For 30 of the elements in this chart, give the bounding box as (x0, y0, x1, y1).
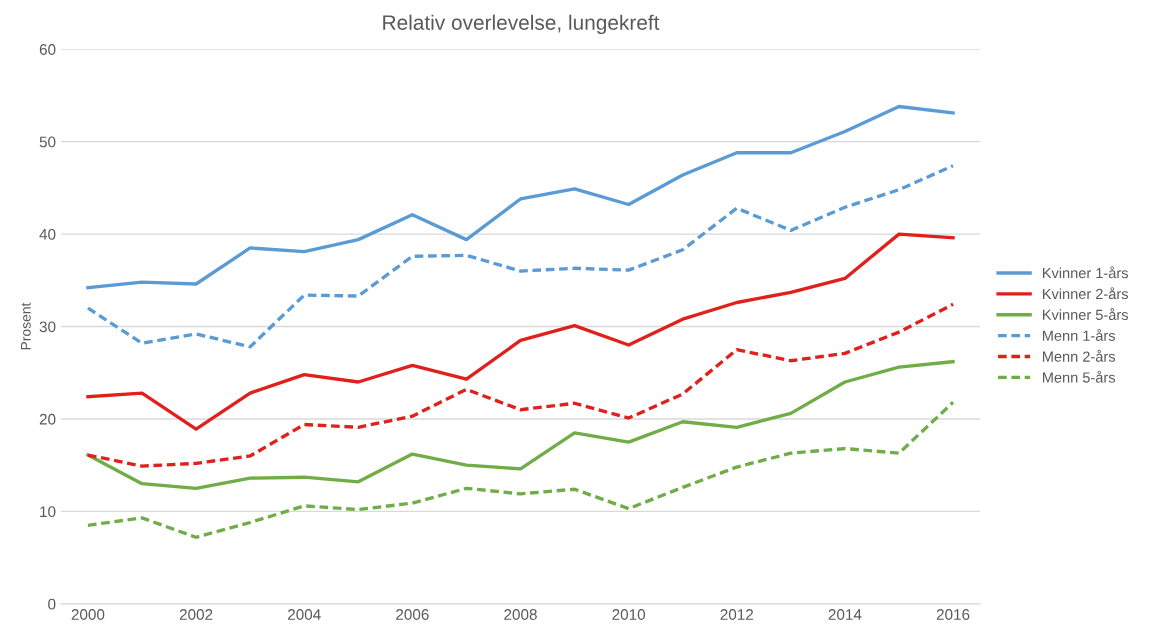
y-tick-label: 30 (39, 321, 56, 333)
legend-label: Menn 1-års (1042, 328, 1116, 341)
line-series (86, 400, 955, 539)
x-tick-label: 2006 (396, 609, 429, 620)
y-tick-label: 10 (40, 506, 56, 518)
x-tick-label: 2010 (612, 609, 646, 620)
y-axis-title: Prosent (21, 302, 31, 350)
y-tick-label: 40 (39, 228, 56, 240)
y-tick-label: 60 (39, 44, 56, 55)
x-tick-label: 2008 (504, 609, 537, 620)
x-tick-label: 2012 (720, 609, 754, 620)
line-series (86, 302, 955, 468)
legend-label: Kvinner 1-års (1042, 266, 1128, 279)
line-series (86, 104, 955, 290)
legend-label: Kvinner 2-års (1042, 287, 1128, 300)
legend-label: Menn 2-års (1042, 349, 1116, 362)
x-tick-label: 2014 (828, 609, 862, 620)
line-series (86, 359, 955, 490)
x-tick-label: 2000 (71, 609, 105, 620)
y-tick-label: 0 (48, 598, 56, 610)
x-tick-label: 2016 (936, 609, 970, 620)
chart-title: Relativ overlevelse, lungekreft (383, 14, 660, 35)
line-series (86, 232, 955, 431)
y-tick-label: 20 (39, 413, 56, 425)
y-tick-label: 50 (39, 136, 56, 148)
x-tick-label: 2004 (287, 609, 321, 620)
x-tick-label: 2002 (179, 609, 213, 620)
legend-label: Kvinner 5-års (1042, 308, 1128, 320)
line-series (86, 164, 955, 349)
legend-label: Menn 5-års (1042, 370, 1116, 383)
